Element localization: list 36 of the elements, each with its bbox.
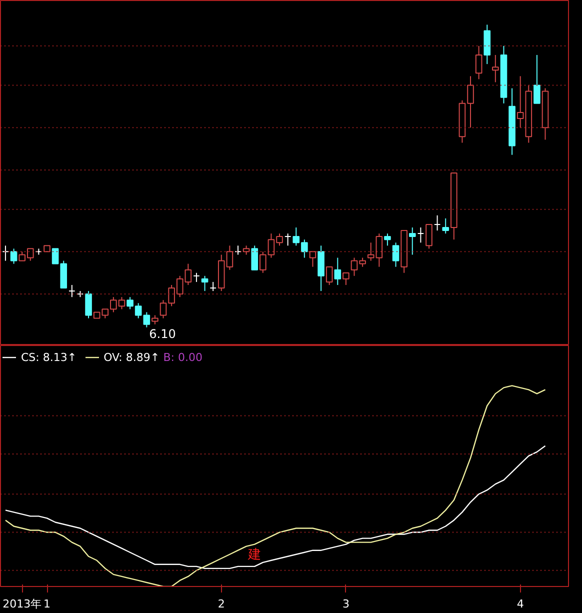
candlestick — [434, 214, 441, 231]
annotation: 建 — [247, 547, 262, 562]
x-tick-label: 3 — [342, 598, 350, 610]
candlestick — [426, 224, 432, 250]
candlestick — [68, 284, 76, 298]
candlestick — [534, 54, 540, 104]
candlestick — [334, 257, 342, 286]
annotation: 6.10 — [149, 326, 176, 341]
candlestick — [242, 245, 250, 256]
candlestick — [475, 45, 482, 80]
legend-label: OV: 8.89↑ — [104, 350, 160, 364]
candlestick — [85, 290, 92, 319]
candlestick — [384, 233, 391, 246]
candlestick — [417, 226, 424, 244]
x-tick-label: 1 — [44, 598, 51, 610]
candlestick — [251, 245, 258, 270]
candlestick — [152, 314, 158, 325]
candlestick — [326, 266, 333, 286]
x-tick-label: 2 — [218, 598, 225, 610]
candlestick — [210, 281, 216, 292]
candlestick — [193, 272, 200, 282]
candlestick — [442, 218, 450, 234]
candlestick — [10, 248, 18, 264]
candlestick — [492, 54, 499, 83]
candlestick — [408, 226, 416, 256]
candlestick — [342, 272, 350, 286]
text: B: 0.00 — [163, 351, 203, 364]
candlestick — [2, 245, 9, 262]
candlestick — [309, 251, 316, 268]
candlestick — [201, 275, 208, 292]
candlestick — [234, 245, 242, 256]
candlestick — [284, 233, 292, 246]
legend-label: CS: 8.13↑ — [21, 350, 77, 364]
x-tick-label: 4 — [516, 598, 524, 610]
x-tick-label: 2013年 — [2, 598, 42, 610]
candlestick — [392, 242, 400, 268]
